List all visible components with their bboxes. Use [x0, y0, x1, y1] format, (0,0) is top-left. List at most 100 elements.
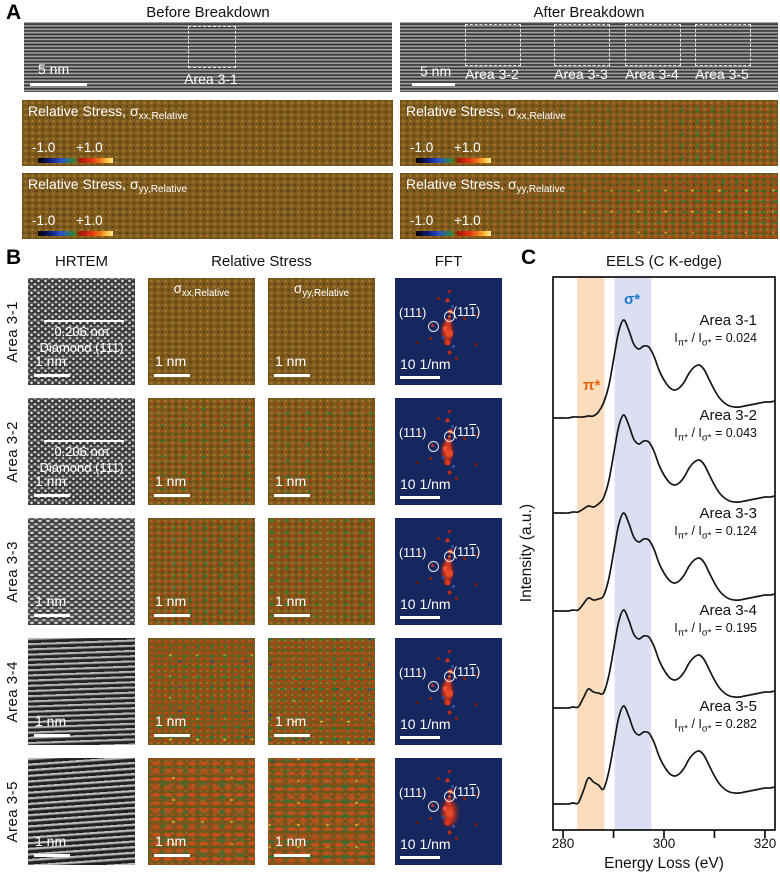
fft-11-1-label: (111) [453, 545, 481, 559]
before-breakdown-title: Before Breakdown [146, 4, 270, 21]
scale-bar-label: 1 nm [155, 353, 187, 369]
area-3-3-box [554, 24, 610, 66]
colorbar-positive [457, 158, 491, 163]
lattice-spacing-label: 0.206 nm [54, 324, 109, 339]
fft-scale-label: 10 1/nm [400, 356, 451, 372]
scale-bar-label: 1 nm [155, 713, 187, 729]
area-3-4-box [625, 24, 681, 66]
fft-center-spot [441, 678, 454, 704]
hrtem-column-header: HRTEM [54, 253, 109, 270]
scale-bar [400, 736, 440, 739]
row-label-area-3-3: Area 3-3 [3, 540, 21, 603]
x-axis-title: Energy Loss (eV) [604, 855, 724, 872]
series-label-area-3-1: Area 3-1 Iπ* / Iσ* = 0.024 [674, 312, 757, 349]
sigma-star-band-label: σ* [624, 291, 641, 308]
lattice-plane-label: Diamond (111) [39, 340, 124, 355]
stress-xx-before-map: Relative Stress, σxx,Relative -1.0 +1.0 [22, 100, 393, 166]
colorbar-max: +1.0 [454, 213, 481, 228]
scale-bar [274, 734, 310, 737]
panel-c-label: C [521, 246, 537, 269]
fft-11-1-circle [443, 310, 455, 322]
scale-bar-label: 1 nm [275, 593, 307, 609]
scale-bar-label: 1 nm [155, 833, 187, 849]
scale-bar-label: 1 nm [35, 353, 67, 369]
stress-xx-title: Relative Stress, σxx,Relative [406, 103, 566, 123]
scale-bar [154, 614, 190, 617]
area-3-1-label: Area 3-1 [184, 71, 238, 87]
row-label-area-3-5: Area 3-5 [3, 780, 21, 843]
scale-bar-label: 1 nm [35, 713, 67, 729]
lattice-line [44, 440, 124, 442]
fft-11-1-label: (111) [453, 425, 481, 439]
stress-speckle-overlay [400, 173, 778, 239]
scale-bar [34, 614, 70, 617]
stress-yy-tile: 1 nm [268, 518, 375, 625]
scale-bar [154, 374, 190, 377]
fft-diffraction-spots [446, 327, 449, 330]
scale-bar-label: 1 nm [275, 353, 307, 369]
fft-center-spot [441, 318, 454, 344]
hrtem-before-image: 5 nm Area 3-1 [24, 22, 392, 92]
hrtem-tile: 0.206 nm Diamond (111) 1 nm [28, 278, 135, 385]
scale-bar-label: 1 nm [35, 593, 67, 609]
fft-scale-label: 10 1/nm [400, 836, 451, 852]
scale-bar-label: 1 nm [155, 593, 187, 609]
scale-bar [34, 494, 70, 497]
stress-speckle-overlay [400, 100, 778, 166]
scale-bar [274, 614, 310, 617]
after-breakdown-title: After Breakdown [533, 4, 645, 21]
row-label-area-3-1: Area 3-1 [3, 300, 21, 363]
stress-yy-after-map: Relative Stress, σyy,Relative -1.0 +1.0 [400, 173, 778, 239]
fft-111-label: (111) [399, 426, 427, 440]
scale-bar [274, 854, 310, 857]
fft-tile: (111) (111) 10 1/nm [395, 638, 502, 745]
fft-center-spot [441, 558, 454, 584]
stress-yy-before-map: Relative Stress, σyy,Relative -1.0 +1.0 [22, 173, 393, 239]
x-tick-300: 300 [652, 836, 676, 851]
fft-11-1-circle [443, 670, 455, 682]
scale-bar [400, 856, 440, 859]
scale-bar-label: 1 nm [155, 473, 187, 489]
fft-111-label: (111) [399, 306, 427, 320]
stress-column-header: Relative Stress [211, 253, 312, 270]
x-tick-280: 280 [551, 836, 575, 851]
stress-yy-tile: 1 nm [268, 638, 375, 745]
fft-11-1-circle [443, 550, 455, 562]
scale-bar-label: 1 nm [35, 473, 67, 489]
fft-diffraction-spots [446, 567, 449, 570]
scale-bar-label: 5 nm [38, 61, 70, 77]
stress-yy-tile: 1 nm [268, 398, 375, 505]
eels-plot [552, 276, 776, 838]
fft-11-1-label: (111) [453, 305, 481, 319]
sigma-xx-label: σxx,Relative [173, 281, 230, 299]
area-3-5-label: Area 3-5 [695, 66, 749, 82]
stress-yy-title: Relative Stress, σyy,Relative [406, 176, 566, 196]
scale-bar [274, 374, 310, 377]
scale-bar [154, 854, 190, 857]
scale-bar [34, 734, 70, 737]
area-3-5-box [695, 24, 751, 66]
scale-bar [34, 374, 70, 377]
sigma-yy-label: σyy,Relative [293, 281, 350, 299]
colorbar-max: +1.0 [454, 140, 481, 155]
area-3-3-label: Area 3-3 [554, 66, 608, 82]
fft-111-circle [427, 680, 439, 692]
fft-scale-label: 10 1/nm [400, 716, 451, 732]
y-axis-title: Intensity (a.u.) [518, 504, 535, 603]
colorbar-min: -1.0 [410, 213, 434, 228]
lattice-plane-label: Diamond (111) [39, 460, 124, 475]
scale-bar [400, 376, 440, 379]
scale-bar-label: 1 nm [275, 833, 307, 849]
lattice-spacing-label: 0.206 nm [54, 444, 109, 459]
scale-bar-label: 5 nm [420, 63, 452, 79]
stress-xx-tile: 1 nm [148, 518, 255, 625]
hrtem-tile: 1 nm [28, 758, 135, 865]
eels-title: EELS (C K-edge) [606, 253, 722, 270]
stress-xx-tile: σxx,Relative 1 nm [148, 278, 255, 385]
panel-a-label: A [6, 1, 22, 24]
fft-11-1-circle [443, 430, 455, 442]
hrtem-tile: 1 nm [28, 638, 135, 745]
series-label-area-3-4: Area 3-4 Iπ* / Iσ* = 0.195 [674, 602, 757, 639]
fft-111-label: (111) [399, 546, 427, 560]
